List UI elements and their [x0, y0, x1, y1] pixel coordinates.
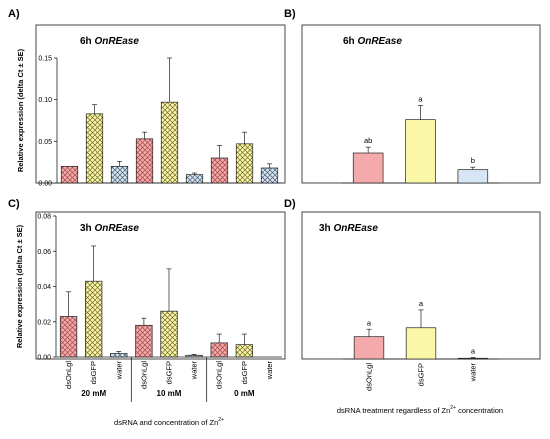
x-axis-label-sup: 2+	[218, 417, 224, 423]
title-time: 3h	[80, 223, 94, 234]
bar-dsOnLgl	[210, 157, 229, 184]
significance-letter: a	[471, 347, 476, 356]
x-tick-label: dsGFP	[240, 361, 249, 384]
bar-water	[110, 165, 129, 184]
x-tick-label: dsGFP	[417, 363, 426, 386]
bar-dsOnLgl	[135, 138, 154, 184]
panel-letter: C)	[8, 198, 20, 210]
bar-dsOnLgl	[210, 342, 228, 358]
x-axis-label-suffix: concentration	[456, 406, 503, 415]
x-tick-label: dsGFP	[165, 361, 174, 384]
title-gene: OnREase	[333, 223, 378, 234]
bar-water	[457, 169, 489, 184]
significance-letter: a	[419, 299, 424, 308]
y-tick-label: 0.05	[38, 139, 52, 146]
bar-dsGFP	[235, 143, 254, 184]
group-label: 10 mM	[157, 389, 182, 398]
y-tick-label: 0.08	[37, 214, 51, 221]
y-axis-label: Relative expression (delta Ct ± SE)	[16, 48, 25, 172]
y-tick-label: 0.00	[38, 181, 52, 188]
bar-dsGFP	[235, 344, 253, 358]
y-tick-label: 0.10	[38, 97, 52, 104]
y-tick-label: 0.15	[38, 56, 52, 63]
panel-d: D) 3h OnREase a dsOnLgl a dsGFP a water dsRNA tr…	[284, 198, 541, 415]
bar-water	[185, 354, 203, 358]
y-tick-label: 0.00	[37, 355, 51, 362]
panel-title: 3h OnREase	[319, 223, 378, 234]
bar-dsGFP	[160, 101, 179, 184]
bar-dsOnLgl	[59, 316, 78, 358]
x-axis-label-sup: 2+	[450, 405, 456, 411]
panel-letter: B)	[284, 8, 296, 20]
panel-title: 6h OnREase	[343, 36, 402, 47]
bar-water	[260, 167, 279, 184]
bar-dsOnLgl	[135, 324, 153, 358]
panel-letter: D)	[284, 198, 296, 210]
y-axis-label: Relative expression (delta Ct ± SE)	[15, 224, 24, 348]
bar-water	[110, 353, 128, 358]
y-tick-label: 0.04	[37, 284, 51, 291]
panel-title: 3h OnREase	[80, 223, 139, 234]
panel-a: A) 6h OnREase 0.00 0.05 0.10 0.15 Relative exp…	[8, 8, 286, 188]
x-tick-label: dsOnLgl	[64, 361, 73, 389]
title-gene: OnREase	[357, 36, 402, 47]
panel-letter: A)	[8, 8, 20, 20]
y-tick-label: 0.06	[37, 249, 51, 256]
significance-letter: a	[418, 95, 423, 104]
title-gene: OnREase	[94, 36, 139, 47]
bar-dsGFP	[85, 113, 104, 184]
x-tick-label: dsGFP	[89, 361, 98, 384]
x-tick-label: dsOnLgl	[139, 361, 148, 389]
group-label: 20 mM	[81, 389, 106, 398]
panel-frame	[35, 211, 286, 360]
x-tick-label: dsOnLgl	[365, 363, 374, 391]
x-tick-label: water	[190, 361, 199, 381]
x-axis-label-text: dsRNA treatment regardless of Zn	[337, 406, 450, 415]
bar-dsOnLgl	[352, 152, 384, 184]
significance-letter: ab	[364, 136, 372, 145]
bar-water	[185, 174, 204, 184]
x-axis-label: dsRNA and concentration of Zn2+	[114, 417, 224, 427]
x-axis-label: dsRNA treatment regardless of Zn2+ conce…	[337, 405, 503, 415]
x-tick-label: dsOnLgl	[215, 361, 224, 389]
bar-dsGFP	[405, 327, 437, 360]
title-time: 6h	[80, 36, 94, 47]
bar-dsGFP	[405, 119, 436, 184]
bar-dsGFP	[160, 310, 178, 358]
x-axis-label-text: dsRNA and concentration of Zn	[114, 418, 218, 427]
title-gene: OnREase	[94, 223, 139, 234]
bar-water	[457, 357, 489, 360]
x-tick-label: water	[114, 361, 123, 381]
title-time: 3h	[319, 223, 333, 234]
bar-dsOnLgl	[60, 165, 79, 184]
bar-dsOnLgl	[353, 336, 385, 360]
group-label: 0 mM	[234, 389, 255, 398]
title-time: 6h	[343, 36, 357, 47]
significance-letter: b	[471, 156, 475, 165]
bar-dsGFP	[85, 280, 103, 358]
x-tick-label: water	[265, 361, 274, 381]
panel-c: C) 3h OnREase 0.00 0.02 0.04 0.06 0.08 Relative…	[8, 198, 286, 427]
x-tick-label: water	[469, 363, 478, 383]
y-tick-label: 0.02	[37, 319, 51, 326]
significance-letter: a	[367, 318, 372, 327]
panel-title: 6h OnREase	[80, 36, 139, 47]
